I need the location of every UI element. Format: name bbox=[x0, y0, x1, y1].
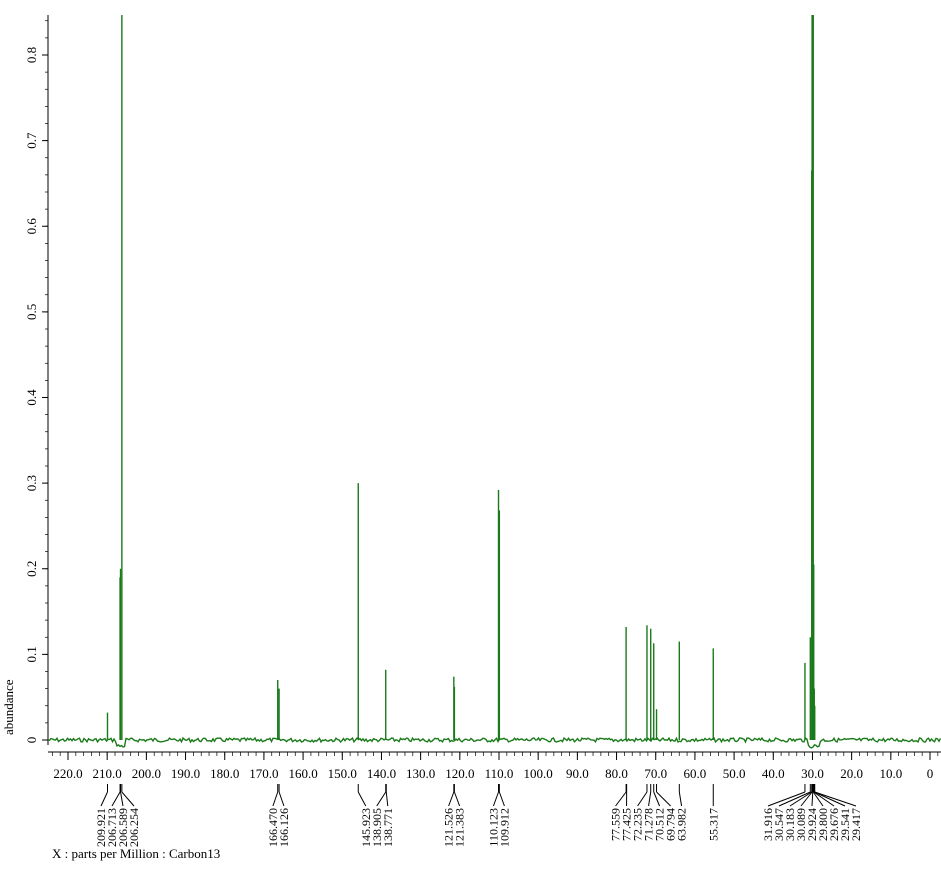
peak-label-leader bbox=[811, 791, 814, 807]
peak-label-leader bbox=[812, 791, 824, 807]
peak-label: 29.800 bbox=[816, 808, 830, 841]
x-axis-label: X : parts per Million : Carbon13 bbox=[52, 846, 220, 861]
peak-label: 206.713 bbox=[105, 808, 119, 847]
peak-label-leader bbox=[272, 791, 279, 807]
peak-label: 209.921 bbox=[94, 808, 108, 847]
peak-label-leader bbox=[814, 791, 857, 807]
peak-label: 71.278 bbox=[642, 808, 656, 841]
y-tick-label: 0.3 bbox=[24, 475, 39, 491]
y-tick-label: 0.2 bbox=[24, 561, 39, 577]
peak-label: 145.923 bbox=[359, 808, 373, 847]
x-tick-label: 50.0 bbox=[723, 766, 746, 781]
peak-label: 30.547 bbox=[772, 808, 786, 841]
x-tick-label: 170.0 bbox=[249, 766, 278, 781]
x-tick-label: 180.0 bbox=[210, 766, 239, 781]
y-tick-label: 0.5 bbox=[24, 304, 39, 320]
peak-label: 70.512 bbox=[653, 808, 667, 841]
peak-label-leader bbox=[656, 791, 671, 807]
peak-label-leader bbox=[453, 791, 461, 807]
peak-label: 166.126 bbox=[277, 808, 291, 847]
peak-label-leader bbox=[120, 791, 124, 807]
x-tick-label: 160.0 bbox=[288, 766, 317, 781]
peak-label: 77.559 bbox=[609, 808, 623, 841]
peak-label: 121.526 bbox=[442, 808, 456, 847]
peak-label-leader bbox=[492, 791, 499, 807]
y-tick-label: 0.6 bbox=[24, 218, 39, 235]
y-axis: 0 0.1 0.2 0.3 0.4 0.5 0.6 0.7 0.8 bbox=[24, 15, 49, 745]
peak-label: 109.912 bbox=[497, 808, 511, 847]
peak-label-leader bbox=[653, 791, 661, 807]
peak-label: 110.123 bbox=[486, 808, 500, 847]
peak-label: 55.317 bbox=[706, 808, 720, 841]
x-tick-label: 40.0 bbox=[762, 766, 785, 781]
peak-label: 29.541 bbox=[838, 808, 852, 841]
x-tick-label: 60.0 bbox=[684, 766, 707, 781]
x-tick-label: 220.0 bbox=[53, 766, 82, 781]
peak-label: 138.905 bbox=[370, 808, 384, 847]
x-tick-label: 120.0 bbox=[445, 766, 474, 781]
x-tick-label: 110.0 bbox=[485, 766, 514, 781]
x-tick-label: 200.0 bbox=[132, 766, 161, 781]
x-tick-label: 70.0 bbox=[644, 766, 667, 781]
peak-label-leader bbox=[357, 791, 367, 807]
x-tick-label: 190.0 bbox=[171, 766, 200, 781]
y-tick-label: 0.4 bbox=[24, 389, 39, 406]
peak-label: 29.417 bbox=[849, 808, 863, 841]
peak-label-leader bbox=[778, 791, 811, 807]
y-tick-label: 0.1 bbox=[24, 646, 39, 662]
peak-label-leader bbox=[498, 791, 505, 807]
peak-label-leader bbox=[121, 791, 135, 807]
x-tick-label: 80.0 bbox=[605, 766, 628, 781]
peak-label: 138.771 bbox=[381, 808, 395, 847]
peak-label: 77.425 bbox=[620, 808, 634, 841]
peak-label: 206.589 bbox=[116, 808, 130, 847]
peak-label: 30.183 bbox=[783, 808, 797, 841]
peak-label-leader bbox=[615, 791, 627, 807]
x-tick-label: 10.0 bbox=[879, 766, 902, 781]
peak-label: 63.982 bbox=[675, 808, 689, 841]
x-tick-label: 150.0 bbox=[328, 766, 357, 781]
peak-label-leader bbox=[813, 791, 835, 807]
peak-label-leader bbox=[100, 791, 108, 807]
x-tick-label: 100.0 bbox=[524, 766, 553, 781]
peak-label-leader bbox=[278, 791, 285, 807]
peak-label-leader bbox=[789, 791, 813, 807]
peak-label: 72.235 bbox=[631, 808, 645, 841]
x-tick-label: 210.0 bbox=[93, 766, 122, 781]
peak-label-leader bbox=[648, 791, 652, 807]
peak-label: 121.383 bbox=[453, 808, 467, 847]
x-tick-label: 90.0 bbox=[566, 766, 589, 781]
y-tick-label: 0.8 bbox=[24, 47, 39, 63]
peak-label-leader bbox=[767, 791, 806, 807]
peak-label-leader bbox=[814, 791, 846, 807]
y-tick-label: 0.7 bbox=[24, 132, 39, 149]
y-axis-label: abundance bbox=[1, 679, 16, 735]
peak-label: 29.924 bbox=[805, 808, 819, 841]
peak-label-leader bbox=[678, 791, 683, 807]
peak-label: 69.794 bbox=[664, 808, 678, 841]
x-axis: 220.0 210.0 200.0 190.0 180.0 170.0 160.0 150.0… bbox=[48, 751, 941, 781]
y-tick-label: 0 bbox=[24, 737, 39, 744]
baseline-noise bbox=[47, 736, 941, 749]
peak-label: 31.916 bbox=[761, 808, 775, 841]
peak-label-leader bbox=[111, 791, 121, 807]
peak-label: 166.470 bbox=[266, 808, 280, 847]
peak-label-leader bbox=[800, 791, 813, 807]
peak-label-leader bbox=[385, 791, 389, 807]
x-tick-label: 0 bbox=[927, 766, 934, 781]
peak-label: 29.676 bbox=[827, 808, 841, 841]
peak-label: 30.089 bbox=[794, 808, 808, 841]
baseline-trace bbox=[47, 736, 941, 749]
peaks bbox=[106, 15, 816, 740]
x-tick-label: 130.0 bbox=[406, 766, 435, 781]
peak-label-leader bbox=[376, 791, 387, 807]
peak-label: 206.254 bbox=[127, 808, 141, 847]
x-tick-label: 140.0 bbox=[367, 766, 396, 781]
peak-label-leader bbox=[448, 791, 455, 807]
peak-label-leader bbox=[637, 791, 648, 807]
x-tick-label: 20.0 bbox=[840, 766, 863, 781]
x-tick-label: 30.0 bbox=[801, 766, 824, 781]
